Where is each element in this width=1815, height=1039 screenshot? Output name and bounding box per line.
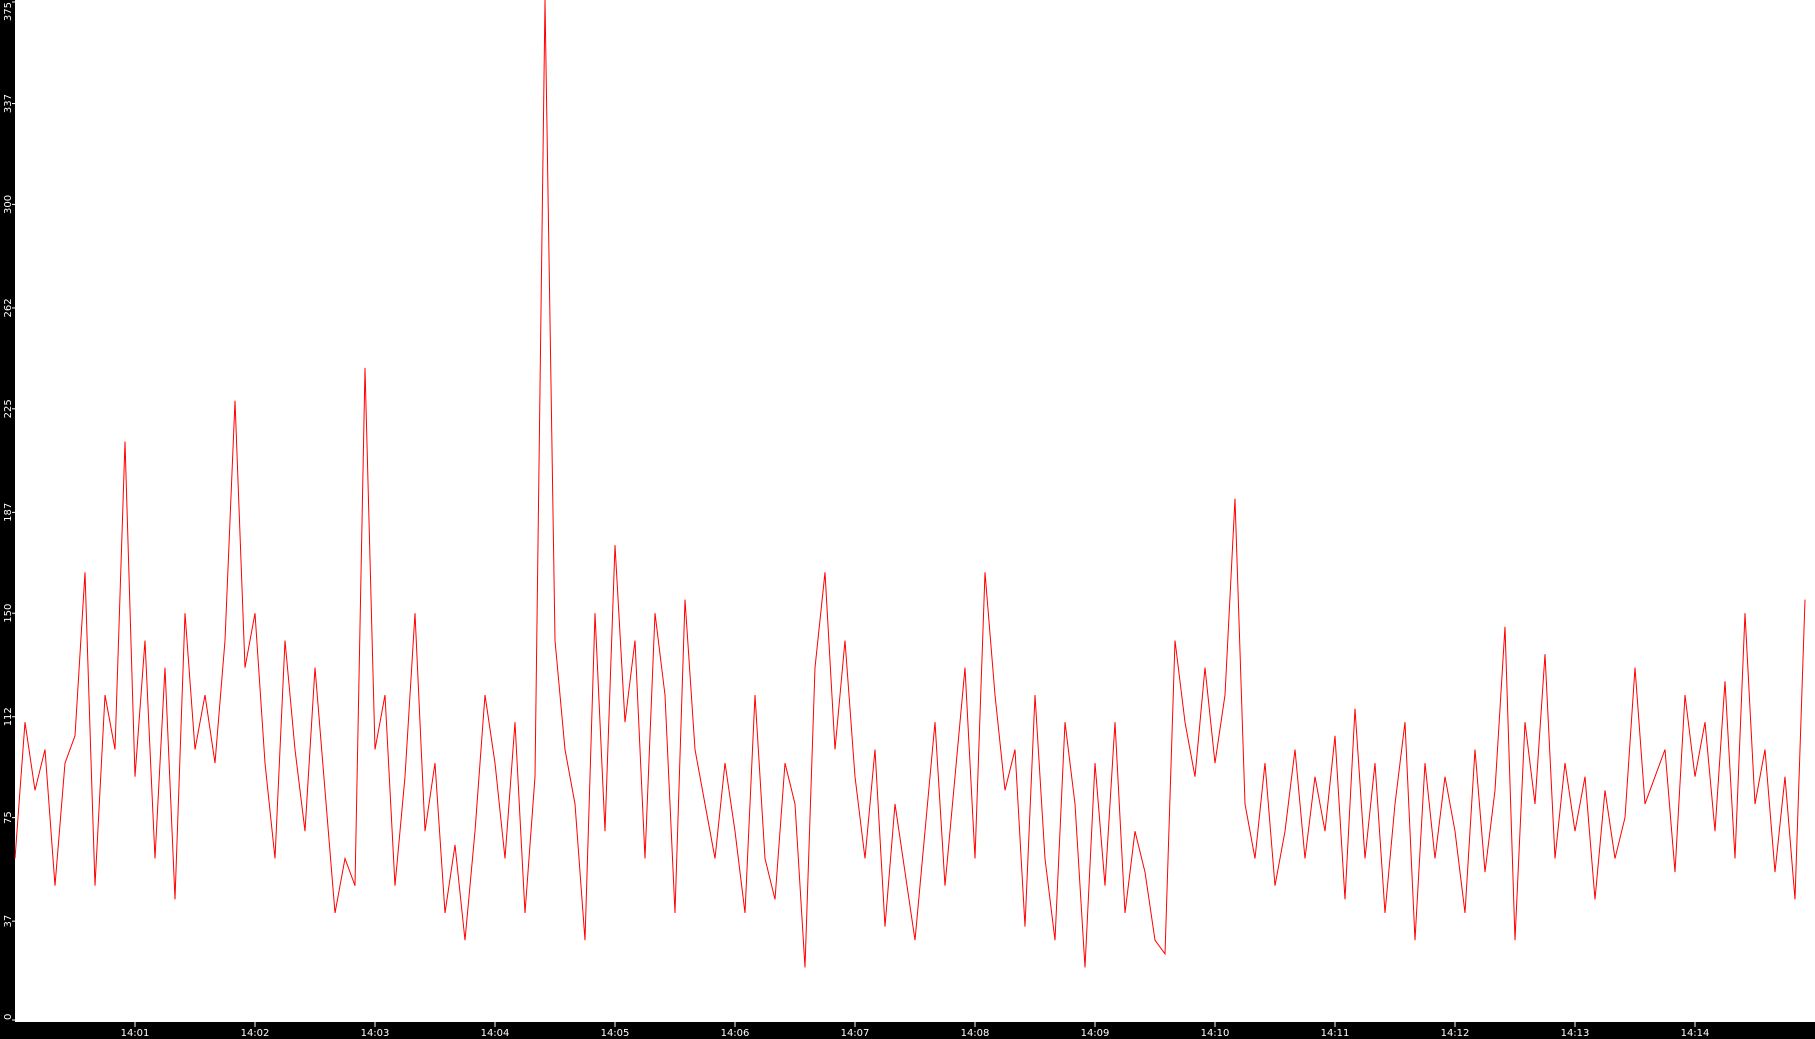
- x-tick-label: 14:12: [1441, 1028, 1470, 1039]
- x-tick-label: 14:04: [481, 1028, 510, 1039]
- x-axis: 14:01 14:02 14:03 14:04 14:05 14:06 14:07 14:08…: [121, 1022, 1710, 1039]
- x-tick-label: 14:10: [1201, 1028, 1230, 1039]
- y-tick-label: 300: [3, 195, 14, 214]
- y-tick-label: 375: [3, 2, 14, 21]
- x-tick-label: 14:03: [361, 1028, 390, 1039]
- y-tick-label: 187: [3, 503, 14, 522]
- y-tick-label: 37: [3, 915, 14, 928]
- x-tick-label: 14:13: [1561, 1028, 1590, 1039]
- plot-area: [15, 0, 1815, 1022]
- x-tick-label: 14:01: [121, 1028, 150, 1039]
- series-line: [14, 0, 1806, 968]
- x-tick-label: 14:05: [601, 1028, 630, 1039]
- y-axis: 0 37 75 112 150 187 225 262 300 337 375: [3, 1, 15, 1021]
- x-tick-label: 14:08: [961, 1028, 990, 1039]
- x-tick-label: 14:02: [241, 1028, 270, 1039]
- x-tick-label: 14:09: [1081, 1028, 1110, 1039]
- y-tick-label: 262: [3, 298, 14, 317]
- x-tick-label: 14:06: [721, 1028, 750, 1039]
- y-tick-label: 112: [3, 707, 14, 726]
- y-tick-label: 150: [3, 604, 14, 623]
- x-tick-label: 14:11: [1321, 1028, 1350, 1039]
- x-tick-label: 14:14: [1681, 1028, 1710, 1039]
- y-tick-label: 225: [3, 399, 14, 418]
- y-tick-label: 75: [3, 811, 14, 824]
- y-tick-label: 337: [3, 94, 14, 113]
- y-tick-label: 0: [3, 1014, 14, 1020]
- x-tick-label: 14:07: [841, 1028, 870, 1039]
